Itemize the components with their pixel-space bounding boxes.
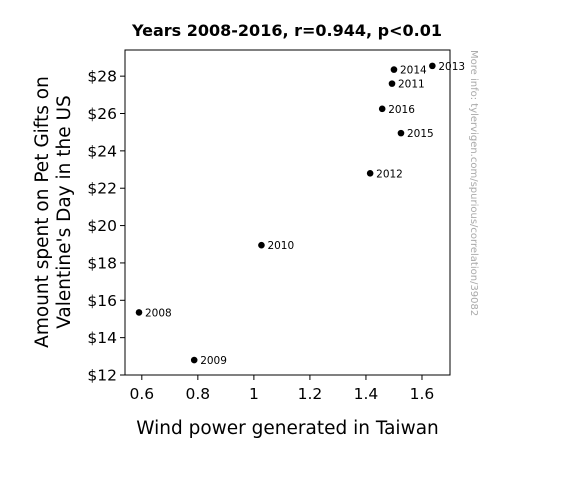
data-point-label: 2008 <box>145 307 172 319</box>
y-tick-label: $28 <box>87 68 117 86</box>
y-axis-label-line-2: Valentine's Day in the US <box>54 95 75 329</box>
data-point <box>258 241 265 249</box>
x-tick-label: 1.2 <box>298 385 323 403</box>
y-tick-label: $18 <box>87 254 117 272</box>
x-tick-label: 1 <box>249 385 259 403</box>
y-tick-label: $24 <box>87 142 117 160</box>
x-tick-label: 0.6 <box>129 385 154 403</box>
x-axis-label: Wind power generated in Taiwan <box>136 418 439 439</box>
data-point-label: 2013 <box>438 61 465 73</box>
data-point <box>429 62 436 70</box>
y-tick-label: $12 <box>87 367 117 385</box>
x-tick-label: 1.4 <box>354 385 379 403</box>
data-point <box>378 105 386 113</box>
y-axis-label-line-1: Amount spent on Pet Gifts on <box>32 76 53 348</box>
x-tick-label: 1.6 <box>410 385 435 403</box>
y-tick-label: $26 <box>87 105 117 123</box>
y-tick-label: $16 <box>87 292 117 310</box>
y-tick-label: $14 <box>87 329 117 347</box>
data-points: 2008 2009 2010 2011 2012 2013 2014 2015 2016 <box>135 61 465 367</box>
data-point <box>135 309 143 316</box>
y-axis-label: Amount spent on Pet Gifts on Valentine's… <box>32 76 75 348</box>
y-tick-label: $22 <box>87 180 117 198</box>
data-point <box>190 356 198 364</box>
data-point-label: 2011 <box>398 79 425 91</box>
x-axis: 0.6 0.8 1 1.2 1.4 1.6 <box>129 375 434 403</box>
data-point <box>397 129 405 137</box>
data-point <box>390 66 398 73</box>
data-point-label: 2009 <box>200 355 227 367</box>
x-tick-label: 0.8 <box>186 385 211 403</box>
data-point <box>366 169 374 177</box>
y-tick-label: $20 <box>87 217 117 235</box>
plot-frame <box>124 49 451 376</box>
data-point-label: 2010 <box>267 240 294 252</box>
source-note: More info: tylervigen.com/spurious/corre… <box>468 50 479 316</box>
data-point-label: 2016 <box>388 104 415 116</box>
data-point-label: 2014 <box>400 65 427 77</box>
chart-title: Years 2008-2016, r=0.944, p<0.01 <box>131 21 442 40</box>
data-point-label: 2012 <box>376 168 403 180</box>
y-axis: $12 $14 $16 $18 $20 $22 $24 $26 $28 <box>87 68 125 385</box>
data-point <box>388 80 396 87</box>
data-point-label: 2015 <box>407 128 434 140</box>
